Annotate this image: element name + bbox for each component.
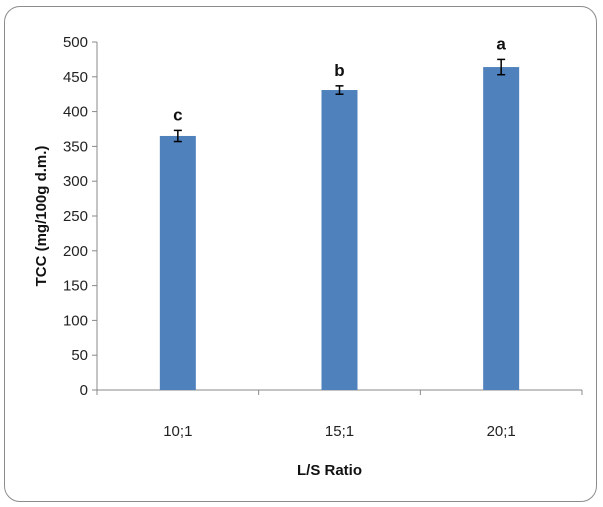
bar [321,90,358,391]
y-tick-label: 100 [63,312,88,329]
bars: c b a [159,34,520,391]
y-tick-label: 400 [63,104,88,121]
y-tick-label: 150 [63,278,88,295]
x-axis-title: L/S Ratio [297,462,362,479]
x-categories: 10;1 15;1 20;1 [96,390,583,440]
y-tick-label: 200 [63,243,88,260]
y-tick-label: 450 [63,69,88,86]
y-axis-title: TCC (mg/100g d.m.) [33,146,50,287]
significance-letter: c [173,105,182,124]
bar [483,67,520,390]
y-ticks: 0 50 100 150 200 250 300 350 400 450 500 [63,34,97,399]
significance-letter: a [496,34,506,53]
bar [159,135,196,390]
x-category-label: 20;1 [487,423,516,440]
y-tick-label: 350 [63,138,88,155]
x-category-label: 15;1 [325,423,354,440]
y-tick-label: 500 [63,34,88,51]
significance-letter: b [334,61,344,80]
y-tick-label: 250 [63,208,88,225]
x-category-label: 10;1 [163,423,192,440]
y-tick-label: 300 [63,173,88,190]
y-tick-label: 50 [71,347,88,364]
y-tick-label: 0 [80,382,88,399]
